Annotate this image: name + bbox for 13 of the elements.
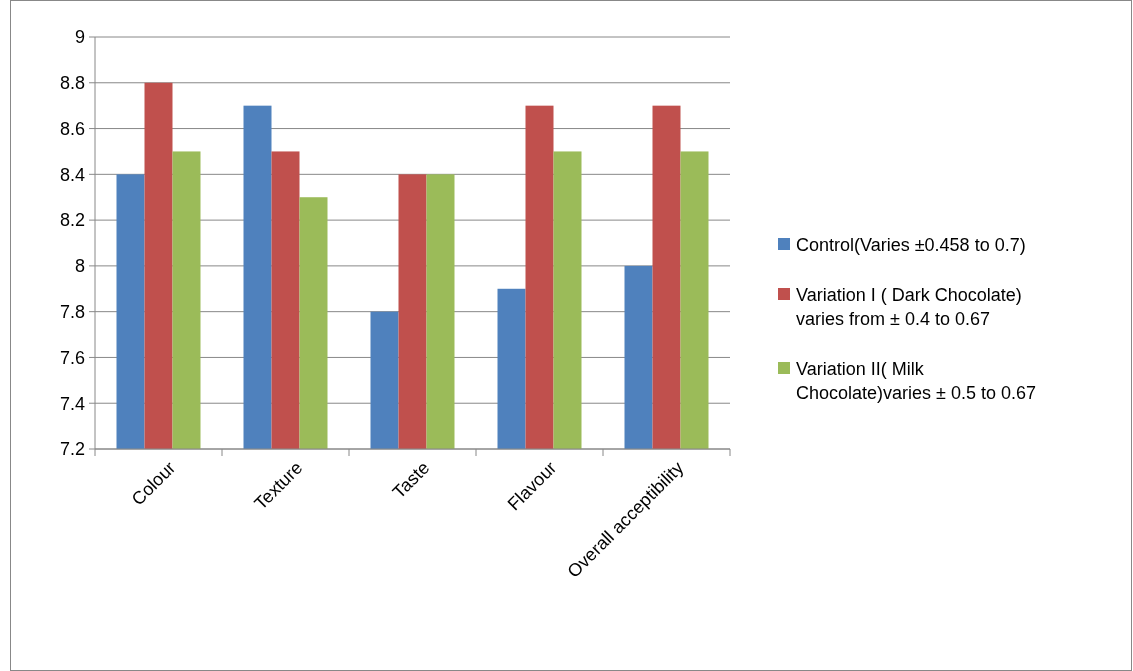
y-tick-label: 8.2 (59, 210, 85, 231)
y-tick-label: 8.4 (59, 164, 85, 185)
y-tick-label: 7.4 (59, 393, 85, 414)
y-tick-label: 8.8 (59, 73, 85, 94)
legend-label: Variation I ( Dark Chocolate) varies from ± 0.4 to 0.67 (796, 285, 1022, 330)
y-tick-label: 8 (74, 256, 85, 277)
y-tick-label: 7.2 (59, 439, 85, 460)
y-tick-label: 8.6 (59, 118, 85, 139)
y-tick-label: 7.6 (59, 347, 85, 368)
legend-label: Control(Varies ±0.458 to 0.7) (796, 235, 1026, 256)
y-tick-label: 9 (74, 27, 85, 48)
legend-label: Variation II( Milk Chocolate)varies ± 0.5 to 0.67 (796, 359, 1037, 404)
y-tick-label: 7.8 (59, 301, 85, 322)
